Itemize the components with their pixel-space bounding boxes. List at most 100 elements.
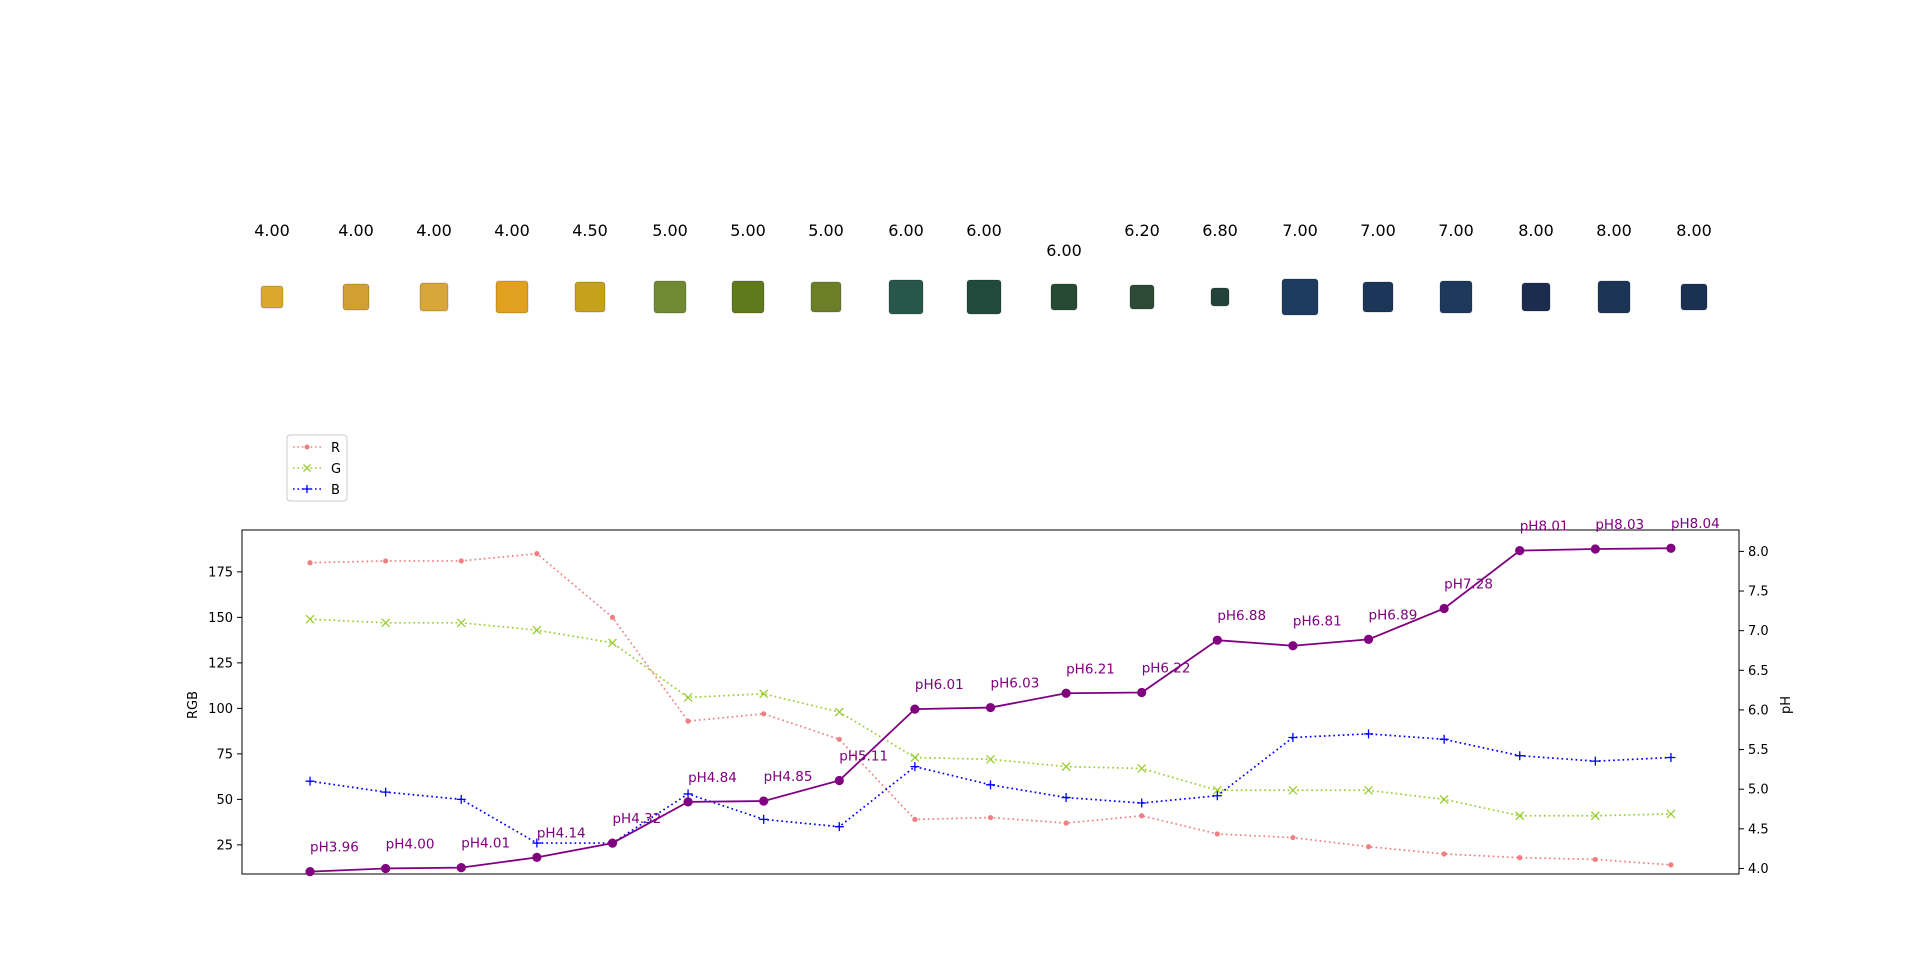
series-point-b bbox=[1590, 756, 1600, 766]
series-point-r bbox=[458, 558, 464, 564]
legend: R G B bbox=[286, 434, 348, 502]
left-axis-title: RGB bbox=[186, 691, 201, 719]
ph-color-swatch bbox=[810, 281, 842, 313]
ph-color-swatch bbox=[1597, 280, 1631, 314]
series-point-g bbox=[1061, 762, 1071, 772]
ph-point-label: pH3.96 bbox=[310, 840, 359, 856]
series-point-r bbox=[534, 551, 540, 557]
ph-point-label: pH6.88 bbox=[1217, 608, 1266, 624]
swatch-ph-label: 8.00 bbox=[1676, 221, 1712, 240]
series-point-ph bbox=[1439, 603, 1449, 614]
series-point-r bbox=[1365, 844, 1372, 850]
series-point-r bbox=[1592, 856, 1598, 863]
left-axis-tick-label: 25 bbox=[216, 838, 233, 853]
legend-frame bbox=[286, 434, 348, 502]
swatch-ph-label: 6.20 bbox=[1124, 221, 1160, 240]
series-point-r bbox=[1290, 834, 1296, 841]
series-point-g bbox=[986, 754, 995, 764]
series-point-r bbox=[1063, 820, 1069, 826]
left-axis-tick-label: 100 bbox=[208, 702, 233, 717]
series-point-b bbox=[910, 762, 920, 772]
right-axis-tick-label: 4.0 bbox=[1748, 862, 1769, 877]
swatch-ph-label: 6.80 bbox=[1202, 221, 1238, 240]
series-point-g bbox=[1590, 811, 1600, 821]
ph-color-swatch bbox=[1439, 280, 1473, 314]
series-point-b bbox=[759, 814, 769, 824]
left-axis-tick-label: 125 bbox=[208, 656, 233, 671]
series-point-ph bbox=[1590, 544, 1600, 554]
swatch-ph-label: 4.50 bbox=[572, 221, 608, 240]
swatch-ph-label: 7.00 bbox=[1360, 221, 1396, 240]
ph-point-label: pH6.81 bbox=[1293, 614, 1342, 630]
series-point-r bbox=[912, 816, 918, 822]
ph-color-swatch bbox=[260, 285, 284, 309]
swatch-ph-label: 6.00 bbox=[1046, 241, 1082, 260]
series-point-ph bbox=[456, 863, 466, 873]
left-axis-tick-label: 150 bbox=[208, 611, 233, 626]
series-point-g bbox=[1439, 794, 1449, 804]
legend-g-marker bbox=[303, 464, 311, 472]
right-axis-tick-label: 5.0 bbox=[1748, 783, 1769, 798]
rgb-ph-plot: 25 50 75 100 125 150 175 4.0 4.5 5.0 5.5 6.0 6.5 7.0… bbox=[186, 516, 1794, 877]
series-point-g bbox=[683, 692, 693, 702]
ph-color-swatch bbox=[495, 280, 529, 314]
swatch-ph-label: 4.00 bbox=[254, 221, 290, 240]
ph-color-swatch bbox=[1521, 282, 1551, 312]
series-point-r bbox=[1517, 855, 1523, 861]
series-point-r bbox=[685, 718, 691, 724]
series-point-r bbox=[836, 736, 842, 742]
ph-point-label: pH4.00 bbox=[386, 836, 435, 852]
legend-r-marker bbox=[304, 444, 310, 450]
series-point-r bbox=[987, 814, 994, 821]
swatch-ph-label: 8.00 bbox=[1518, 221, 1554, 240]
ph-point-label: pH7.28 bbox=[1444, 576, 1493, 592]
series-point-g bbox=[1137, 763, 1147, 773]
series-point-ph bbox=[532, 852, 542, 862]
series-point-g bbox=[834, 707, 844, 717]
series-point-ph bbox=[1363, 634, 1374, 644]
ph-point-label: pH6.03 bbox=[991, 676, 1040, 692]
ph-point-label: pH8.01 bbox=[1520, 519, 1569, 535]
series-point-r bbox=[1668, 862, 1674, 868]
ph-color-swatch bbox=[342, 283, 370, 311]
ph-swatch-row: 4.00 4.00 4.00 4.00 4.50 5.00 5.00 5.00 6.00 6.00… bbox=[254, 221, 1712, 316]
swatch-ph-label: 6.00 bbox=[966, 221, 1002, 240]
right-axis-tick-label: 4.5 bbox=[1748, 822, 1769, 837]
ph-point-label: pH6.89 bbox=[1369, 607, 1418, 623]
series-point-b bbox=[381, 787, 391, 797]
ph-color-swatch bbox=[1362, 281, 1394, 313]
series-point-g bbox=[305, 614, 315, 624]
series-point-b bbox=[683, 789, 693, 799]
series-point-g bbox=[1515, 811, 1525, 821]
ph-point-labels: pH3.96 pH4.00 pH4.01 pH4.14 pH4.32 pH4.84 pH4.… bbox=[310, 516, 1720, 855]
ph-point-label: pH4.32 bbox=[612, 811, 661, 827]
right-axis-tick-label: 5.5 bbox=[1748, 743, 1769, 758]
ph-color-swatch bbox=[1129, 284, 1155, 310]
series-point-g bbox=[759, 689, 769, 699]
series-point-r bbox=[1441, 851, 1447, 857]
series-point-ph bbox=[985, 702, 996, 713]
ph-color-swatch bbox=[419, 282, 449, 312]
legend-g-label: G bbox=[331, 462, 341, 477]
swatch-ph-label: 7.00 bbox=[1282, 221, 1318, 240]
series-point-ph bbox=[683, 797, 693, 807]
left-axis-tick-label: 75 bbox=[216, 747, 233, 762]
series-point-ph bbox=[607, 838, 618, 848]
series-point-g bbox=[456, 618, 466, 628]
legend-b-marker bbox=[303, 485, 311, 493]
swatch-ph-label: 6.00 bbox=[888, 221, 924, 240]
series-point-g bbox=[1288, 785, 1298, 795]
right-axis: 4.0 4.5 5.0 5.5 6.0 6.5 7.0 7.5 8.0 bbox=[1739, 545, 1769, 877]
swatch-ph-label: 5.00 bbox=[652, 221, 688, 240]
series-point-ph bbox=[910, 704, 920, 714]
series-point-g bbox=[1212, 785, 1222, 795]
ph-point-label: pH6.01 bbox=[915, 677, 964, 693]
series-point-b bbox=[1137, 798, 1147, 808]
series-point-ph bbox=[305, 867, 315, 877]
ph-point-label: pH8.04 bbox=[1671, 516, 1720, 532]
series-point-b bbox=[1666, 753, 1676, 763]
series-point-b bbox=[1364, 729, 1374, 739]
ph-point-label: pH4.01 bbox=[461, 836, 510, 852]
series-point-b bbox=[986, 780, 995, 790]
series-point-g bbox=[532, 625, 542, 635]
